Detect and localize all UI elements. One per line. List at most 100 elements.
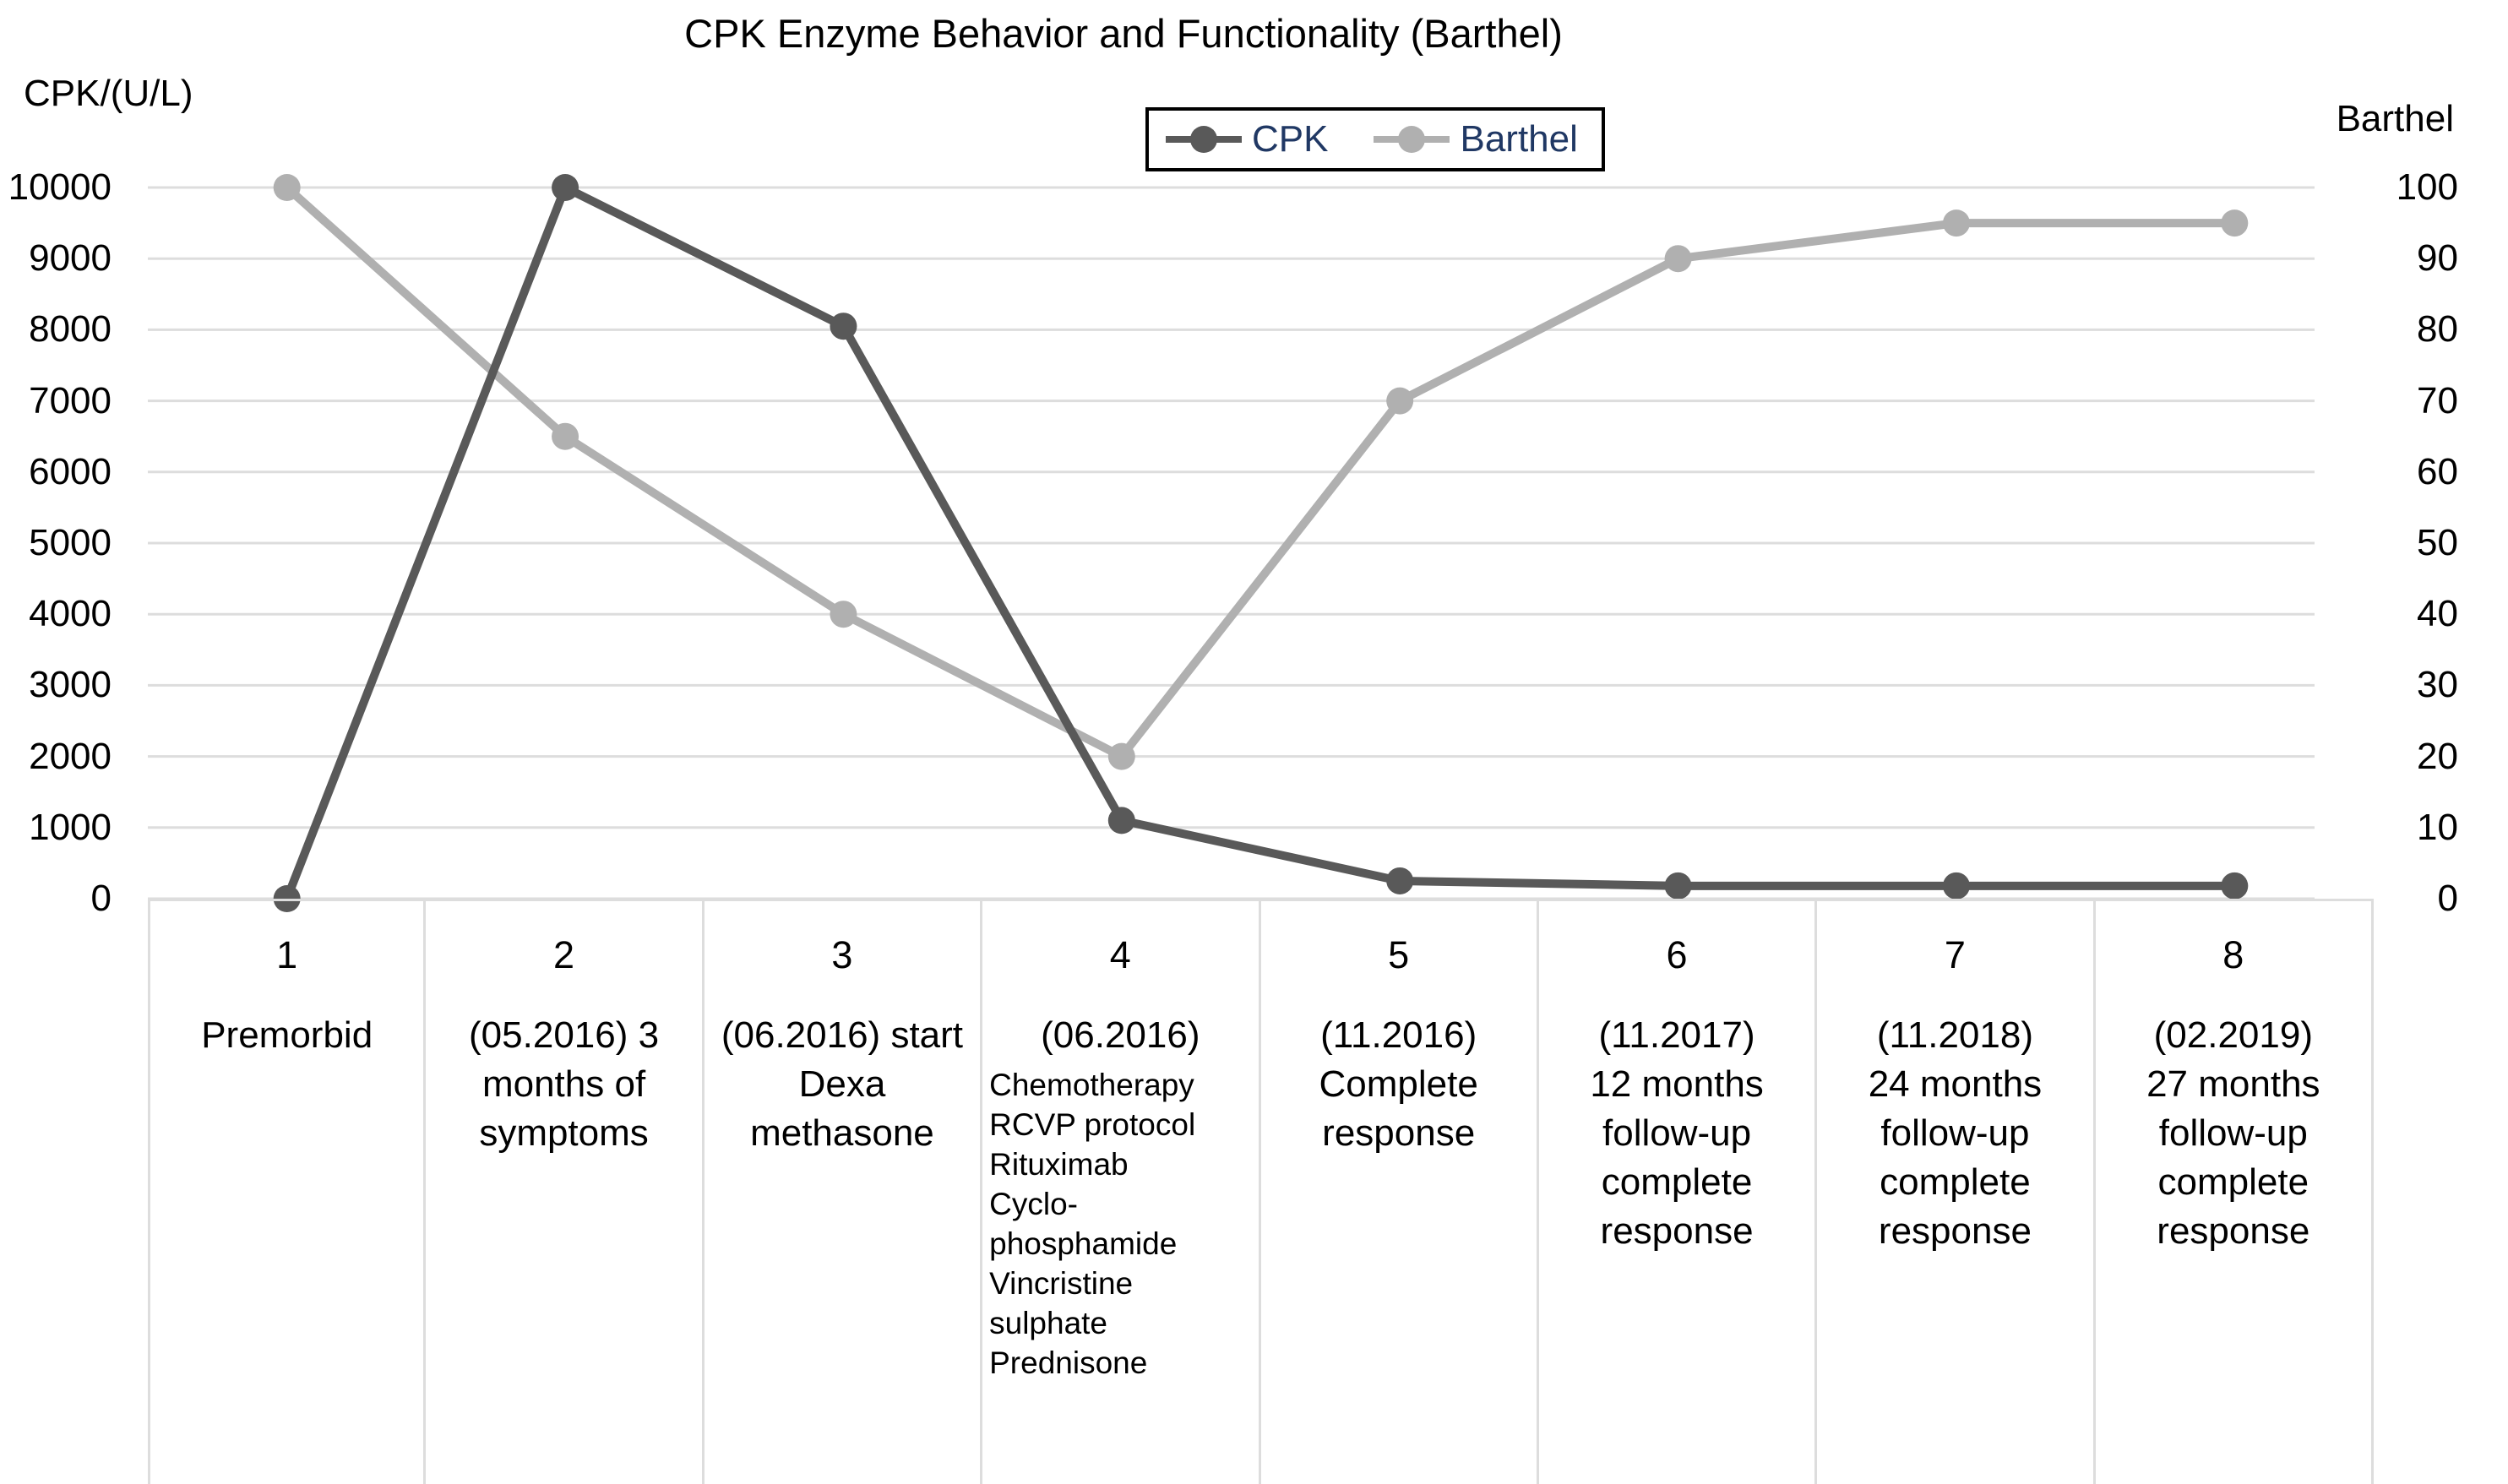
x-axis-category-table: 1 Premorbid 2 (05.2016) 3 months of symptoms 3… [148,899,2374,1484]
left-axis-tick-label: 0 [90,878,112,919]
right-axis-tick-label: 80 [2417,308,2458,351]
category-label-line: follow-up [2158,1112,2308,1154]
category-label: (02.2019) 27 months follow-up complete respo… [2096,1011,2371,1256]
barthel-data-point [830,601,857,628]
category-number: 2 [553,933,575,976]
category-cell-1: 1 Premorbid [148,901,427,1484]
category-cell-4: 4 (06.2016) Chemotherapy RCVP protocol Ritux… [982,901,1261,1484]
category-cell-6: 6 (11.2017) 12 months follow-up complete resp… [1539,901,1818,1484]
category-label-line: months of [481,1063,646,1105]
cpk-data-point [830,313,857,340]
category-number: 5 [1388,933,1410,976]
right-axis-tick-label: 30 [2417,664,2458,706]
category-number: 6 [1666,933,1688,976]
barthel-data-point [273,174,301,201]
right-axis-tick-label: 20 [2417,735,2458,777]
category-drug-line: Vincristine [989,1266,1134,1301]
barthel-series-line [282,183,2239,761]
category-drug-line: Cyclo- [989,1187,1078,1221]
right-axis-tick-label: 50 [2417,522,2458,563]
category-drug-line: Rituximab [989,1147,1129,1182]
barthel-data-point [1107,742,1135,770]
cpk-series-line [282,183,2239,903]
right-axis-tick-label: 10 [2417,806,2458,848]
category-label-line: complete [1880,1161,2031,1203]
category-label-line: (11.2018) [1876,1014,2033,1056]
category-label-line: follow-up [1880,1112,2030,1154]
legend-label: CPK [1252,118,1329,160]
cpk-dot-icon [1190,126,1217,153]
category-number: 8 [2222,933,2244,976]
right-axis-tick-label: 40 [2417,593,2458,635]
category-cell-3: 3 (06.2016) start Dexa methasone [705,901,983,1484]
cpk-data-point [552,174,579,201]
left-axis-tick-label: 2000 [29,735,112,777]
category-cell-5: 5 (11.2016) Complete response [1261,901,1539,1484]
left-axis-tick-label: 6000 [29,450,112,492]
category-label-line: 24 months [1868,1063,2043,1105]
category-number: 1 [276,933,298,976]
category-label: (11.2018) 24 months follow-up complete respo… [1817,1011,2092,1256]
category-cell-7: 7 (11.2018) 24 months follow-up complete resp… [1817,901,2096,1484]
left-axis-tick-label: 5000 [29,522,112,563]
category-label-line: Dexa [798,1063,886,1105]
category-label-line: methasone [750,1112,934,1154]
left-axis-tick-label: 10000 [8,166,112,208]
legend-item-barthel: Barthel [1374,118,1578,160]
category-label: (11.2016) Complete response [1261,1011,1537,1158]
category-label-line: (05.2016) 3 [469,1014,660,1056]
category-drug-line: phosphamide [989,1226,1178,1261]
category-label-line: Complete [1319,1063,1478,1105]
category-label-line: (11.2016) [1320,1014,1477,1056]
left-axis-tick-label: 4000 [29,593,112,635]
left-axis-tick-label: 3000 [29,664,112,706]
legend: CPK Barthel [1145,107,1605,171]
category-label-line: (06.2016) [1041,1014,1200,1056]
barthel-data-point [1942,209,1970,237]
category-drug-line: sulphate [989,1306,1108,1340]
cpk-data-point [1942,872,1970,900]
category-label: Premorbid [150,1011,423,1060]
left-axis-unit-label: CPK/(U/L) [24,73,193,114]
category-label: (11.2017) 12 months follow-up complete respo… [1539,1011,1814,1256]
barthel-data-point [1664,245,1692,273]
category-label: (06.2016) [982,1011,1258,1060]
barthel-dot-icon [1398,126,1426,153]
cpk-data-point [2221,872,2249,900]
category-label-line: follow-up [1602,1112,1752,1154]
cpk-data-point [1664,872,1692,900]
category-number: 3 [831,933,853,976]
category-drug-list: Chemotherapy RCVP protocol Rituximab Cyclo-… [982,1065,1258,1383]
category-label: (05.2016) 3 months of symptoms [426,1011,701,1158]
category-label-line: 12 months [1590,1063,1764,1105]
category-number: 4 [1109,933,1131,976]
category-label-line: Premorbid [201,1014,373,1056]
category-drug-line: Prednisone [989,1345,1148,1380]
legend-label: Barthel [1460,118,1578,160]
category-drug-line: RCVP protocol [989,1107,1196,1142]
right-axis-tick-label: 70 [2417,379,2458,421]
barthel-data-point [552,422,579,450]
chart-title: CPK Enzyme Behavior and Functionality (B… [684,11,1563,56]
category-label-line: symptoms [479,1112,649,1154]
right-axis-tick-label: 90 [2417,237,2458,280]
category-label-line: 27 months [2146,1063,2320,1105]
category-cell-8: 8 (02.2019) 27 months follow-up complete resp… [2096,901,2374,1484]
category-label-line: response [1322,1112,1476,1154]
category-label-line: response [2157,1210,2310,1252]
right-axis-tick-label: 0 [2437,878,2458,919]
cpk-line-marker-icon [1166,126,1242,153]
category-drug-line: Chemotherapy [989,1068,1194,1102]
category-number: 7 [1944,933,1966,976]
right-axis-tick-label: 100 [2396,166,2458,208]
barthel-line-marker-icon [1374,126,1450,153]
category-label-line: (06.2016) start [721,1014,964,1056]
cpk-data-point [1107,807,1135,834]
category-cell-2: 2 (05.2016) 3 months of symptoms [426,901,705,1484]
left-axis-tick-label: 8000 [29,308,112,351]
category-label: (06.2016) start Dexa methasone [705,1011,980,1158]
cpk-data-point [1386,867,1414,894]
left-axis-tick-label: 9000 [29,237,112,280]
left-axis-tick-label: 1000 [29,806,112,848]
